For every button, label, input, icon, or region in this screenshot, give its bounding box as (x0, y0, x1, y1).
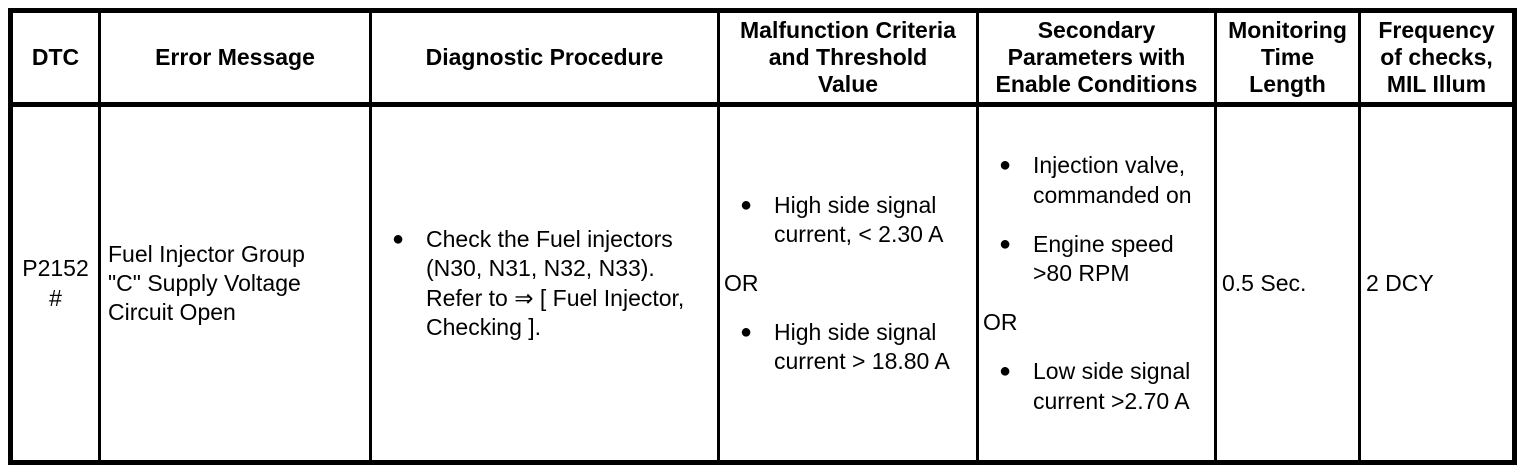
header-row: DTC Error Message Diagnostic Procedure M… (9, 8, 1516, 108)
column-header-dtc: DTC (9, 8, 101, 108)
list-item: ● Low side signal current >2.70 A (983, 357, 1210, 415)
cell-malfunction-criteria: ● High side signal current, < 2.30 A OR … (717, 103, 979, 464)
frequency-text: 2 DCY (1366, 270, 1434, 297)
bullet-icon: ● (999, 232, 1012, 255)
cell-error-message: Fuel Injector Group "C" Supply Voltage C… (98, 103, 372, 464)
bullet-icon: ● (999, 360, 1012, 383)
monitoring-time-text: 0.5 Sec. (1222, 270, 1307, 297)
list-item: ● Injection valve, commanded on (983, 151, 1210, 209)
or-connector: OR (724, 270, 759, 297)
column-header-secondary-parameters: Secondary Parameters with Enable Conditi… (976, 8, 1217, 108)
column-header-diagnostic-procedure: Diagnostic Procedure (369, 8, 720, 108)
column-header-error-message: Error Message (98, 8, 372, 108)
list-item: ● High side signal current, < 2.30 A (724, 191, 972, 249)
list-item-text: Engine speed >80 RPM (1033, 230, 1174, 287)
column-header-frequency: Frequency of checks, MIL Illum (1358, 8, 1516, 108)
cell-diagnostic-procedure: ● Check the Fuel injectors (N30, N31, N3… (369, 103, 720, 464)
table-row: P2152 # Fuel Injector Group "C" Supply V… (9, 103, 1516, 464)
list-item-text: High side signal current, < 2.30 A (774, 191, 944, 247)
list-item-text: Injection valve, commanded on (1033, 152, 1192, 208)
cell-secondary-parameters: ● Injection valve, commanded on ● Engine… (976, 103, 1217, 464)
bullet-icon: ● (999, 154, 1012, 177)
error-message-text: Fuel Injector Group "C" Supply Voltage C… (108, 240, 305, 326)
or-connector: OR (983, 309, 1018, 336)
list-item-text: Low side signal current >2.70 A (1033, 358, 1191, 414)
cell-monitoring-time: 0.5 Sec. (1214, 103, 1361, 464)
dtc-code: P2152 (22, 255, 89, 282)
list-item: ● Check the Fuel injectors (N30, N31, N3… (376, 225, 713, 342)
list-item: ● High side signal current > 18.80 A (724, 318, 972, 376)
list-item: ● Engine speed >80 RPM (983, 230, 1210, 288)
list-item-text: Check the Fuel injectors (N30, N31, N32,… (426, 226, 685, 340)
secondary-parameters-list: ● Injection valve, commanded on ● Engine… (983, 151, 1210, 415)
bullet-icon: ● (392, 228, 405, 251)
dtc-mark: # (49, 284, 62, 311)
dtc-diagnostic-table: DTC Error Message Diagnostic Procedure M… (8, 8, 1517, 465)
cell-frequency: 2 DCY (1358, 103, 1516, 464)
bullet-icon: ● (740, 321, 753, 344)
list-item-text: High side signal current > 18.80 A (774, 319, 950, 375)
column-header-monitoring-time: Monitoring Time Length (1214, 8, 1361, 108)
bullet-icon: ● (740, 193, 753, 216)
malfunction-criteria-list: ● High side signal current, < 2.30 A OR … (724, 191, 972, 377)
cell-dtc: P2152 # (9, 103, 101, 464)
diagnostic-procedure-list: ● Check the Fuel injectors (N30, N31, N3… (376, 225, 713, 342)
column-header-malfunction-criteria: Malfunction Criteria and Threshold Value (717, 8, 979, 108)
